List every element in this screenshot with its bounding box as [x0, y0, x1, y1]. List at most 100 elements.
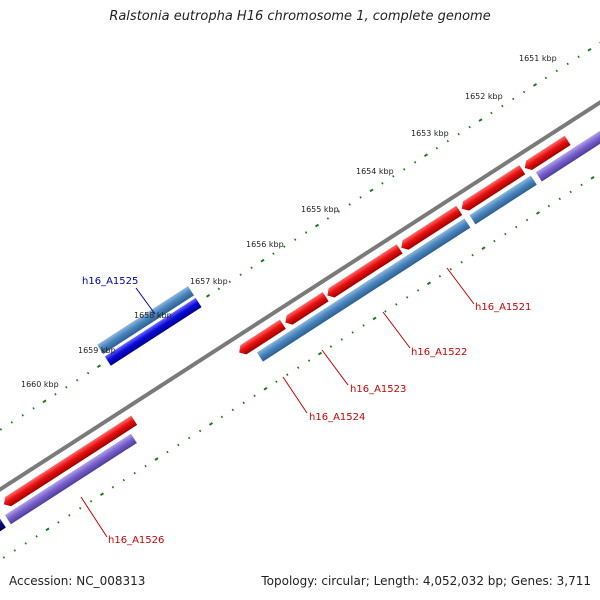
inner-minor-tick: [35, 535, 38, 538]
map-title: Ralstonia eutropha H16 chromosome 1, com…: [109, 9, 491, 24]
ruler-minor-tick: [555, 69, 558, 73]
inner-minor-tick: [384, 310, 387, 313]
ruler-label-kbp-1651: 1651 kbp: [519, 54, 557, 63]
ruler-minor-tick: [54, 393, 57, 396]
inner-minor-tick: [438, 275, 442, 278]
gene-label-h16-a1522[interactable]: h16_A1522: [411, 347, 467, 358]
inner-minor-tick: [449, 267, 452, 271]
ruler-minor-tick: [359, 196, 362, 199]
inner-minor-tick: [351, 331, 354, 334]
gene-feature-h16-a1523[interactable]: [324, 244, 403, 300]
ruler-minor-tick: [21, 414, 24, 417]
inner-major-tick: [99, 492, 105, 497]
inner-minor-tick: [89, 499, 93, 503]
ruler-minor-tick: [446, 139, 449, 143]
inner-minor-tick: [504, 232, 507, 236]
gene-label-h16-a1524[interactable]: h16_A1524: [309, 412, 365, 423]
ruler-label-kbp-1660: 1660 kbp: [21, 380, 59, 389]
gene-label-h16-a1521[interactable]: h16_A1521: [475, 302, 531, 313]
gene-label-h16-a1526[interactable]: h16_A1526: [108, 535, 164, 546]
gene-feature-outer-purple-right[interactable]: [535, 128, 600, 182]
ruler-label-kbp-1658: 1658 kbp: [134, 311, 172, 320]
ruler-minor-tick: [65, 385, 68, 389]
ruler-minor-tick: [501, 104, 504, 108]
inner-minor-tick: [188, 436, 191, 440]
ruler-major-tick: [532, 83, 538, 87]
gene-feature-steel-long[interactable]: [256, 218, 471, 362]
ruler-minor-tick: [228, 280, 231, 284]
gene-feature-h16-a1525[interactable]: [97, 286, 194, 354]
inner-minor-tick: [166, 450, 169, 454]
inner-minor-tick: [547, 204, 551, 208]
ruler-label-kbp-1659: 1659 kbp: [78, 346, 116, 355]
inner-major-tick: [481, 246, 486, 250]
inner-minor-tick: [580, 183, 583, 187]
gene-feature-purple-left[interactable]: [4, 433, 137, 525]
gene-feature-blue[interactable]: [104, 297, 202, 366]
gene-feature-h16-a1524[interactable]: [236, 319, 286, 357]
ruler-minor-tick: [468, 125, 471, 129]
inner-minor-tick: [558, 197, 561, 201]
ruler-minor-tick: [381, 182, 384, 185]
gene-feature-navy-left[interactable]: [0, 518, 6, 541]
ruler-minor-tick: [250, 266, 253, 269]
inner-minor-tick: [57, 521, 60, 524]
leader-h16-a1526: [80, 496, 108, 538]
inner-minor-tick: [525, 218, 529, 222]
ruler-major-tick: [587, 47, 592, 52]
ruler-minor-tick: [86, 371, 90, 375]
ruler-major-tick: [314, 223, 320, 228]
ruler-major-tick: [260, 258, 265, 263]
inner-minor-tick: [362, 324, 365, 327]
inner-minor-tick: [220, 415, 224, 419]
ruler-inner-track: [2, 176, 595, 559]
inner-minor-tick: [286, 373, 289, 376]
ruler-label-kbp-1655: 1655 kbp: [301, 205, 339, 214]
gene-feature-h16-a1526[interactable]: [1, 415, 138, 509]
ruler-label-kbp-1656: 1656 kbp: [246, 240, 284, 249]
inner-minor-tick: [122, 478, 125, 482]
gene-feature-h16-a1520[interactable]: [522, 135, 571, 173]
inner-minor-tick: [231, 408, 234, 412]
leader-h16-a1524: [282, 376, 308, 414]
ruler-minor-tick: [566, 62, 569, 66]
inner-minor-tick: [242, 401, 245, 405]
ruler-minor-tick: [490, 111, 493, 115]
ruler-minor-tick: [337, 210, 340, 213]
ruler-major-tick: [42, 399, 47, 404]
leader-h16-a1521: [446, 267, 475, 305]
inner-minor-tick: [177, 443, 180, 447]
gene-label-h16-a1525[interactable]: h16_A1525: [82, 276, 138, 287]
ruler-minor-tick: [435, 146, 439, 150]
gene-feature-h16-a1524a[interactable]: [282, 291, 329, 327]
ruler-minor-tick: [512, 97, 515, 101]
inner-minor-tick: [68, 514, 71, 517]
leader-h16-a1525: [135, 287, 156, 315]
ruler-minor-tick: [544, 76, 548, 80]
inner-minor-tick: [111, 485, 115, 489]
gene-feature-steel-right[interactable]: [469, 175, 537, 225]
inner-minor-tick: [460, 260, 463, 264]
inner-minor-tick: [395, 303, 398, 306]
gene-feature-h16-a1522[interactable]: [398, 205, 463, 253]
gene-feature-h16-a1521[interactable]: [459, 165, 526, 213]
ruler-minor-tick: [457, 132, 460, 136]
ruler-label-kbp-1653: 1653 kbp: [411, 129, 449, 138]
ruler-label-kbp-1657: 1657 kbp: [190, 277, 228, 286]
ruler-minor-tick: [522, 90, 526, 94]
inner-minor-tick: [416, 289, 420, 292]
ruler-minor-tick: [283, 245, 286, 248]
ruler-labels: 1651 kbp 1652 kbp 1653 kbp 1654 kbp 1655 kbp…: [21, 54, 557, 389]
genome-backbone: [0, 100, 600, 492]
feature-track: [0, 128, 600, 541]
inner-minor-tick: [144, 464, 147, 468]
genome-info-text: Topology: circular; Length: 4,052,032 bp…: [261, 574, 591, 588]
gene-label-h16-a1523[interactable]: h16_A1523: [350, 384, 406, 395]
ruler-minor-tick: [239, 273, 242, 277]
ruler-minor-tick: [0, 428, 3, 431]
ruler-minor-tick: [76, 378, 79, 382]
ruler-minor-tick: [294, 238, 297, 241]
inner-major-tick: [535, 211, 541, 215]
inner-major-tick: [590, 176, 595, 180]
ruler-minor-tick: [10, 421, 13, 424]
